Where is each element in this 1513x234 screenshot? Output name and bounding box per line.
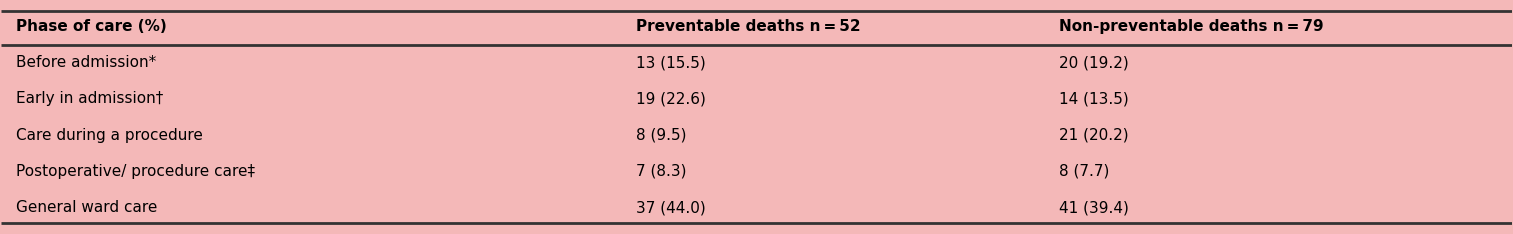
Text: 8 (9.5): 8 (9.5) bbox=[635, 128, 687, 143]
Text: General ward care: General ward care bbox=[17, 200, 157, 215]
Text: 20 (19.2): 20 (19.2) bbox=[1059, 55, 1129, 70]
Text: 41 (39.4): 41 (39.4) bbox=[1059, 200, 1129, 215]
Text: 14 (13.5): 14 (13.5) bbox=[1059, 91, 1129, 106]
Text: 19 (22.6): 19 (22.6) bbox=[635, 91, 705, 106]
Text: 37 (44.0): 37 (44.0) bbox=[635, 200, 705, 215]
Text: 8 (7.7): 8 (7.7) bbox=[1059, 164, 1109, 179]
Text: Care during a procedure: Care during a procedure bbox=[17, 128, 203, 143]
Text: Early in admission†: Early in admission† bbox=[17, 91, 163, 106]
Text: Phase of care (%): Phase of care (%) bbox=[17, 19, 168, 34]
Text: 21 (20.2): 21 (20.2) bbox=[1059, 128, 1129, 143]
Text: 7 (8.3): 7 (8.3) bbox=[635, 164, 687, 179]
Text: Before admission*: Before admission* bbox=[17, 55, 157, 70]
Text: Non-preventable deaths n = 79: Non-preventable deaths n = 79 bbox=[1059, 19, 1324, 34]
Text: Postoperative/ procedure care‡: Postoperative/ procedure care‡ bbox=[17, 164, 256, 179]
Text: Preventable deaths n = 52: Preventable deaths n = 52 bbox=[635, 19, 861, 34]
Text: 13 (15.5): 13 (15.5) bbox=[635, 55, 705, 70]
